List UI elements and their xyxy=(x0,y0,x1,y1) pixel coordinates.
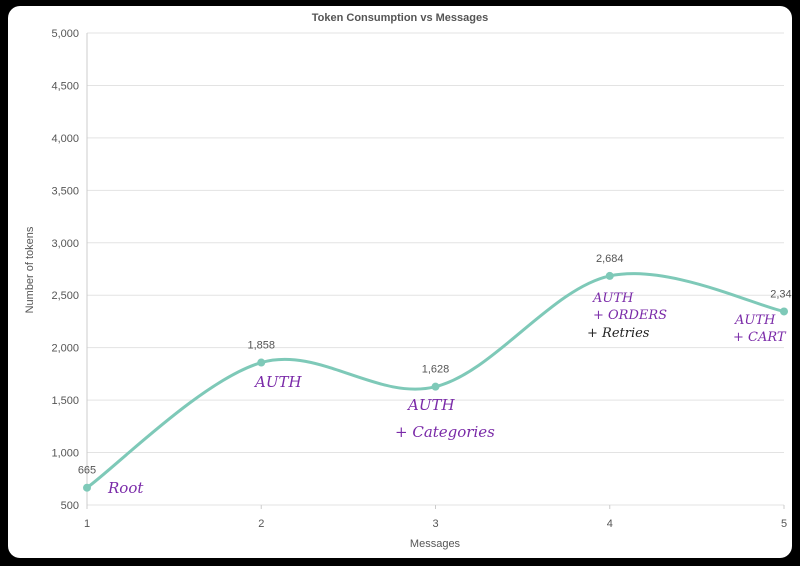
y-tick-label: 2,500 xyxy=(51,290,79,302)
data-label: 1,628 xyxy=(422,364,450,376)
x-tick-label: 5 xyxy=(781,518,787,530)
x-tick-label: 4 xyxy=(607,518,613,530)
data-point xyxy=(780,307,788,316)
annotation: + Categories xyxy=(395,423,495,441)
annotation: + Retries xyxy=(587,326,650,341)
annotation: AUTH xyxy=(406,396,455,414)
y-tick-label: 4,500 xyxy=(51,80,79,92)
annotation: Root xyxy=(107,479,144,497)
data-label: 665 xyxy=(78,465,96,477)
y-tick-label: 3,500 xyxy=(51,185,79,197)
annotation: + CART xyxy=(733,330,787,345)
x-axis-label: Messages xyxy=(410,538,461,550)
annotation: + ORDERS xyxy=(593,308,667,323)
y-tick-label: 4,000 xyxy=(51,133,79,145)
y-tick-label: 1,500 xyxy=(51,395,79,407)
data-label: 2,345 xyxy=(770,288,798,300)
y-tick-label: 1,000 xyxy=(51,448,79,460)
data-point xyxy=(257,358,266,367)
y-axis-label: Number of tokens xyxy=(24,226,36,313)
data-label: 1,858 xyxy=(247,340,275,352)
annotation: AUTH xyxy=(734,313,776,328)
data-point xyxy=(431,382,440,391)
background xyxy=(8,6,792,558)
data-point xyxy=(605,271,614,280)
annotation: AUTH xyxy=(253,373,302,391)
y-tick-label: 2,000 xyxy=(51,343,79,355)
x-tick-label: 2 xyxy=(258,518,264,530)
chart-title: Token Consumption vs Messages xyxy=(312,12,488,24)
y-tick-label: 3,000 xyxy=(51,238,79,250)
y-tick-label: 5,000 xyxy=(51,28,79,40)
data-label: 2,684 xyxy=(596,253,624,265)
data-point xyxy=(83,483,91,492)
x-tick-label: 3 xyxy=(432,518,438,530)
x-tick-label: 1 xyxy=(84,518,90,530)
annotation: AUTH xyxy=(592,291,634,306)
y-tick-label: 500 xyxy=(61,500,79,512)
